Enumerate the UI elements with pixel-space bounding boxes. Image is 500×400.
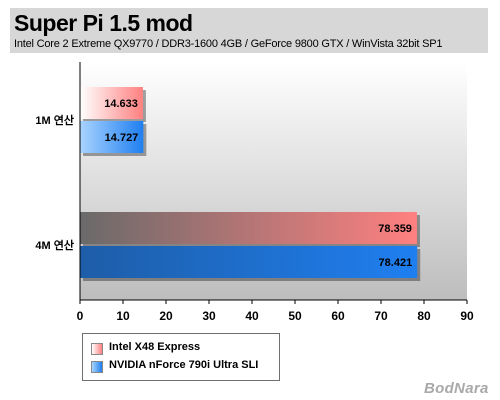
bar-value-label: 14.727 [105,132,139,144]
bar-value-label: 14.633 [104,98,138,110]
legend-label-nvidia: NVIDIA nForce 790i Ultra SLI [109,359,259,371]
bar-value-label: 78.421 [379,257,413,269]
bar-intel-4m [80,212,417,244]
x-tick-label: 60 [331,309,345,323]
legend-label-intel: Intel X48 Express [109,341,201,353]
x-tick-label: 90 [460,309,474,323]
chart-title: Super Pi 1.5 mod [14,10,193,36]
category-label: 4M 연산 [35,238,74,252]
bar-nvidia-4m [80,246,418,278]
legend-swatch-nvidia [91,361,103,373]
x-tick-label: 30 [202,309,216,323]
x-tick-label: 20 [159,309,173,323]
x-tick-label: 80 [417,309,431,323]
legend-swatch-intel [91,343,103,355]
bar-value-label: 78.359 [378,223,412,235]
bar-intel-1m [80,87,143,119]
watermark-logo: BodNara [424,380,489,397]
bar-nvidia-1m [80,121,144,153]
x-tick-label: 10 [116,309,130,323]
chart-subtitle: Intel Core 2 Extreme QX9770 / DDR3-1600 … [14,38,443,50]
chart-header: Super Pi 1.5 mod Intel Core 2 Extreme QX… [10,8,488,53]
chart-legend: Intel X48 Express NVIDIA nForce 790i Ult… [82,333,280,381]
x-tick-label: 50 [288,309,302,323]
x-tick-label: 0 [77,309,84,323]
x-tick-label: 40 [245,309,259,323]
category-label: 1M 연산 [35,113,74,127]
x-tick-label: 70 [374,309,388,323]
